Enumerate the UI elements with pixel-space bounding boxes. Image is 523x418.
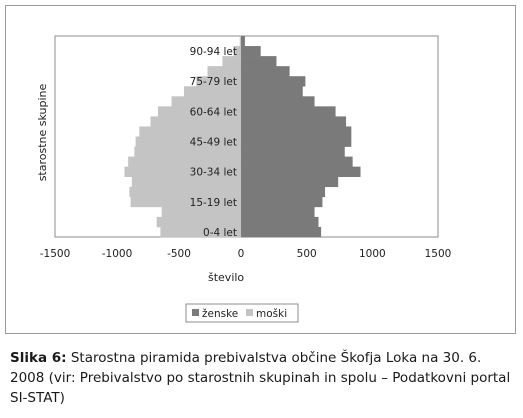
bar-moski-4	[129, 186, 241, 198]
bar-moski-11	[150, 116, 241, 127]
bar-zenske-16	[241, 66, 290, 77]
bar-zenske-12	[241, 106, 336, 117]
bar-zenske-17	[241, 56, 277, 67]
bar-zenske-8	[241, 146, 345, 157]
x-axis-title: število	[208, 271, 244, 284]
bar-zenske-1	[241, 216, 319, 228]
bar-moski-8	[134, 146, 241, 157]
caption-label: Slika 6:	[10, 350, 67, 366]
x-tick-label: 0	[238, 248, 245, 260]
bar-zenske-19	[241, 36, 245, 47]
bar-zenske-9	[241, 136, 352, 147]
category-label: 90-94 let	[190, 46, 237, 58]
bar-zenske-2	[241, 206, 315, 218]
bar-zenske-3	[241, 196, 323, 208]
bar-moski-15	[196, 76, 241, 87]
legend-box	[185, 303, 299, 323]
bar-moski-9	[135, 136, 241, 147]
category-label: 60-64 let	[190, 106, 237, 118]
bar-zenske-10	[241, 126, 352, 137]
bar-zenske-0	[241, 226, 322, 238]
bar-moski-14	[183, 86, 241, 97]
category-label: 45-49 let	[190, 137, 237, 149]
category-label: 15-19 let	[190, 197, 237, 209]
bar-moski-19	[239, 36, 241, 47]
x-tick-label: 1500	[425, 248, 452, 260]
legend-label-moski: moški	[256, 308, 287, 320]
x-tick-label: -1000	[102, 248, 133, 260]
bar-zenske-18	[241, 46, 261, 57]
x-tick-label: 1000	[359, 248, 386, 260]
category-label: 75-79 let	[190, 76, 237, 88]
figure-caption: Slika 6: Starostna piramida prebivalstva…	[10, 348, 515, 408]
y-axis-title: starostne skupine	[36, 83, 49, 181]
bar-moski-10	[139, 126, 241, 137]
population-pyramid-chart: 0-4 let 15-19 let 30-34 let 45-49 let 60-64 …	[36, 35, 452, 323]
bar-moski-1	[156, 216, 241, 228]
legend-swatch-zenske	[192, 309, 199, 316]
legend-label-zenske: ženske	[202, 308, 238, 320]
bar-moski-13	[171, 96, 241, 107]
bar-moski-17	[222, 56, 241, 67]
bar-zenske-5	[241, 176, 339, 188]
bar-moski-12	[157, 106, 241, 117]
bar-moski-5	[131, 176, 241, 188]
bar-zenske-4	[241, 186, 326, 198]
bar-zenske-15	[241, 76, 306, 87]
bar-zenske-11	[241, 116, 347, 127]
legend-swatch-moski	[246, 309, 253, 316]
bar-moski-16	[207, 66, 241, 77]
bar-moski-3	[130, 196, 241, 208]
bar-zenske-13	[241, 96, 315, 107]
bar-moski-6	[124, 166, 241, 177]
bar-zenske-6	[241, 166, 361, 177]
category-label: 0-4 let	[203, 227, 237, 239]
chart-frame: 0-4 let 15-19 let 30-34 let 45-49 let 60-64 …	[5, 5, 516, 334]
bar-moski-7	[128, 156, 241, 167]
bar-moski-2	[161, 206, 241, 218]
bar-zenske-14	[241, 86, 303, 97]
caption-text: Starostna piramida prebivalstva občine Š…	[10, 350, 511, 406]
bar-moski-0	[160, 226, 241, 238]
bar-moski-18	[233, 46, 241, 57]
bar-zenske-7	[241, 156, 353, 167]
x-tick-label: -500	[167, 248, 191, 260]
category-label: 30-34 let	[190, 167, 237, 179]
x-tick-label: 500	[297, 248, 317, 260]
x-tick-label: -1500	[40, 248, 71, 260]
